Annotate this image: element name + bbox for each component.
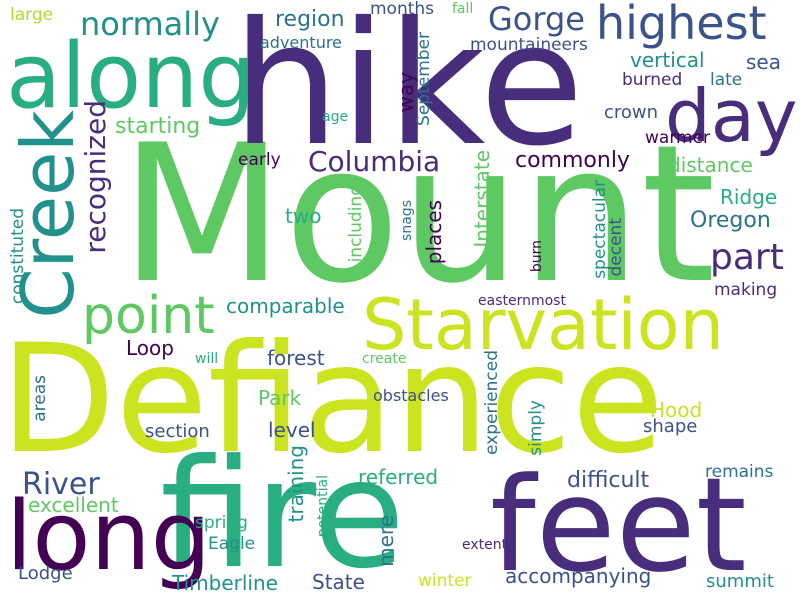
word-commonly: commonly — [515, 148, 630, 173]
word-vertical: vertical — [630, 48, 705, 72]
word-lodge: Lodge — [18, 563, 73, 584]
word-mountaineers: mountaineers — [470, 35, 588, 55]
word-create: create — [362, 351, 407, 367]
word-way: way — [394, 72, 418, 113]
word-section: section — [145, 421, 210, 442]
word-extent: extent — [462, 537, 508, 553]
word-point: point — [82, 286, 215, 346]
word-making: making — [714, 280, 778, 300]
word-gorge: Gorge — [488, 0, 585, 38]
word-will: will — [195, 351, 219, 367]
word-forest: forest — [267, 346, 325, 370]
word-months: months — [370, 0, 435, 19]
word-spring: spring — [195, 513, 248, 533]
word-winter: winter — [418, 571, 472, 591]
word-difficult: difficult — [567, 468, 650, 493]
word-early: early — [238, 150, 281, 170]
word-places: places — [422, 200, 446, 265]
word-feet: feet — [490, 449, 747, 600]
word-comparable: comparable — [226, 294, 345, 318]
word-day: day — [665, 74, 798, 158]
word-large: large — [10, 5, 54, 25]
word-oregon: Oregon — [690, 208, 771, 233]
word-along: along — [6, 24, 256, 129]
word-obstacles: obstacles — [373, 386, 449, 405]
word-late: late — [710, 70, 743, 90]
word-highest: highest — [596, 0, 767, 50]
word-timberline: Timberline — [172, 571, 278, 595]
word-starting: starting — [115, 114, 201, 139]
word-ridge: Ridge — [720, 185, 778, 209]
word-decent: decent — [606, 218, 626, 277]
word-constituted: constituted — [8, 208, 28, 305]
word-region: region — [275, 7, 345, 32]
word-level: level — [268, 418, 316, 442]
word-easternmost: easternmost — [478, 293, 566, 309]
word-excellent: excellent — [28, 493, 119, 517]
word-hike: hike — [232, 0, 584, 184]
word-eagle: Eagle — [208, 534, 256, 554]
word-snags: snags — [399, 200, 415, 241]
word-referred: referred — [358, 465, 439, 489]
word-recognized: recognized — [79, 100, 112, 254]
word-sea: sea — [746, 50, 781, 74]
word-mere: mere — [374, 515, 398, 567]
word-accompanying: accompanying — [505, 564, 652, 588]
word-two: two — [285, 204, 322, 228]
word-part: part — [710, 237, 784, 278]
word-shape: shape — [643, 416, 698, 437]
word-remains: remains — [705, 462, 774, 482]
word-age: age — [322, 109, 349, 125]
word-distance: distance — [668, 153, 753, 177]
word-loop: Loop — [126, 336, 174, 360]
word-fire: fire — [160, 428, 406, 600]
word-september: September — [414, 32, 434, 126]
word-hood: Hood — [650, 398, 703, 422]
word-burned: burned — [622, 70, 683, 90]
word-normally: normally — [80, 5, 220, 43]
word-experienced: experienced — [482, 350, 502, 456]
word-fall: fall — [452, 1, 474, 17]
word-areas: areas — [30, 375, 50, 422]
word-mount: Mount — [120, 104, 716, 325]
word-training: training — [284, 445, 308, 523]
word-crown: crown — [604, 102, 659, 123]
word-starvation: Starvation — [362, 284, 724, 366]
word-warmer: warmer — [645, 128, 711, 148]
word-long: long — [6, 482, 212, 592]
word-river: River — [22, 467, 100, 502]
word-interstate: Interstate — [470, 150, 494, 248]
word-simply: simply — [526, 400, 546, 456]
word-including: including — [346, 185, 366, 263]
word-state: State — [312, 570, 365, 594]
word-park: Park — [258, 386, 302, 410]
word-summit: summit — [706, 571, 774, 592]
word-potential: potential — [315, 475, 331, 538]
word-adventure: adventure — [260, 33, 342, 52]
word-burn: burn — [529, 240, 545, 273]
word-columbia: Columbia — [308, 145, 441, 178]
word-defiance: Defiance — [0, 313, 665, 487]
